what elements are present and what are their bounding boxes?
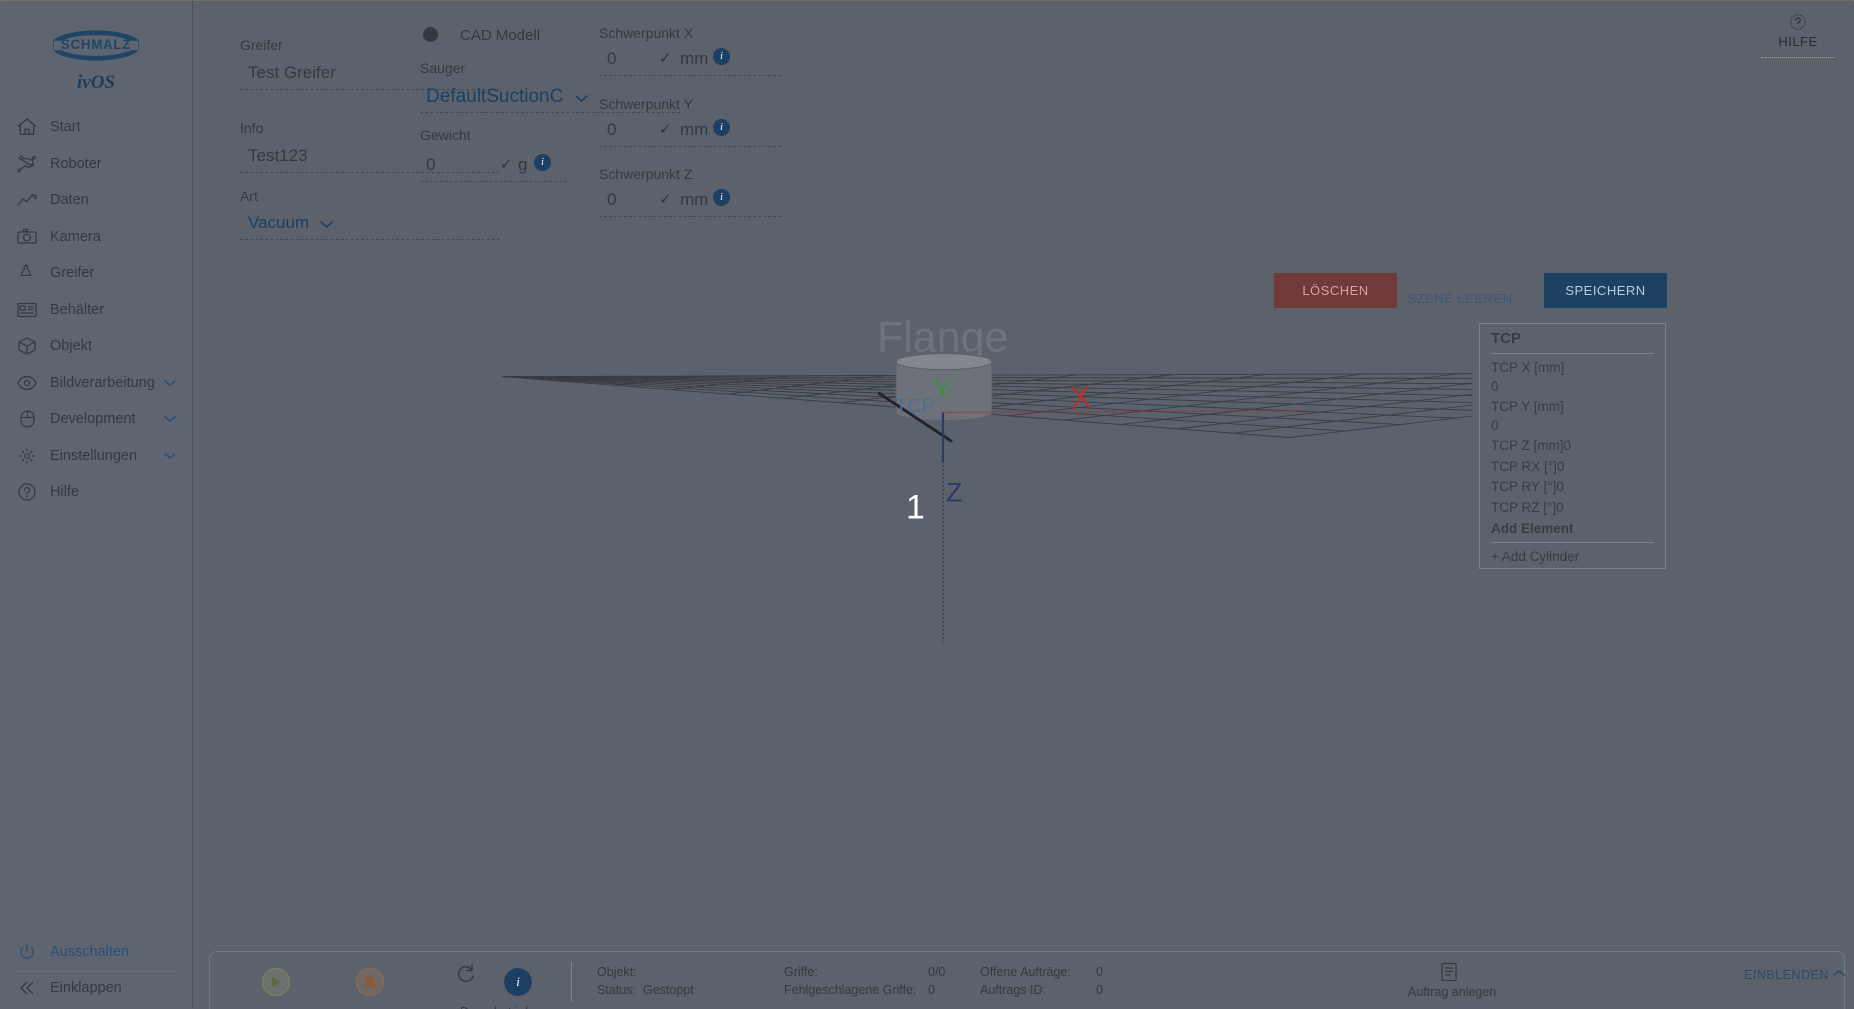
svg-text:TCP: TCP [895,396,935,418]
svg-text:1: 1 [906,488,925,526]
svg-text:X: X [1069,379,1093,416]
svg-text:Z: Z [946,478,962,508]
